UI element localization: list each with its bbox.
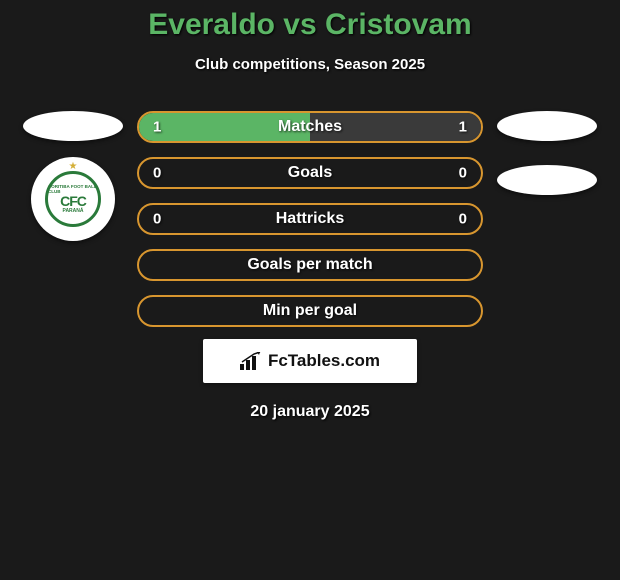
stat-value-right: 0 — [459, 211, 467, 228]
player-badge-right-2 — [497, 165, 597, 195]
stat-bar: 0 0 Goals — [137, 157, 483, 189]
stats-column: 1 1 Matches 0 0 Goals 0 0 Hattricks Goals per mat… — [137, 111, 483, 327]
stat-label: Goals — [288, 164, 332, 182]
stat-bar: Min per goal — [137, 295, 483, 327]
stat-value-right: 0 — [459, 165, 467, 182]
branding-badge[interactable]: FcTables.com — [203, 339, 417, 383]
stat-label: Matches — [278, 118, 342, 136]
player-badge-right-1 — [497, 111, 597, 141]
stat-value-left: 1 — [153, 119, 161, 136]
page-subtitle: Club competitions, Season 2025 — [195, 56, 425, 73]
stat-bar: 0 0 Hattricks — [137, 203, 483, 235]
stat-bar: Goals per match — [137, 249, 483, 281]
stat-value-right: 1 — [459, 119, 467, 136]
date-label: 20 january 2025 — [250, 403, 369, 421]
club-bottom-text: PARANÁ — [62, 208, 83, 214]
stat-label: Hattricks — [276, 210, 344, 228]
club-initials: CFC — [60, 193, 86, 209]
left-player-col: ★ CORITIBA FOOT BALL CLUB CFC PARANÁ — [23, 111, 123, 241]
stat-bar: 1 1 Matches — [137, 111, 483, 143]
player-badge-left — [23, 111, 123, 141]
comparison-row: ★ CORITIBA FOOT BALL CLUB CFC PARANÁ 1 1 M… — [0, 111, 620, 327]
club-badge-left: ★ CORITIBA FOOT BALL CLUB CFC PARANÁ — [31, 157, 115, 241]
stat-label: Goals per match — [247, 256, 372, 274]
stat-value-left: 0 — [153, 165, 161, 182]
branding-text: FcTables.com — [268, 351, 380, 371]
chart-icon — [240, 352, 262, 370]
stat-label: Min per goal — [263, 302, 357, 320]
right-player-col — [497, 111, 597, 195]
stat-value-left: 0 — [153, 211, 161, 228]
page-title: Everaldo vs Cristovam — [148, 8, 471, 42]
